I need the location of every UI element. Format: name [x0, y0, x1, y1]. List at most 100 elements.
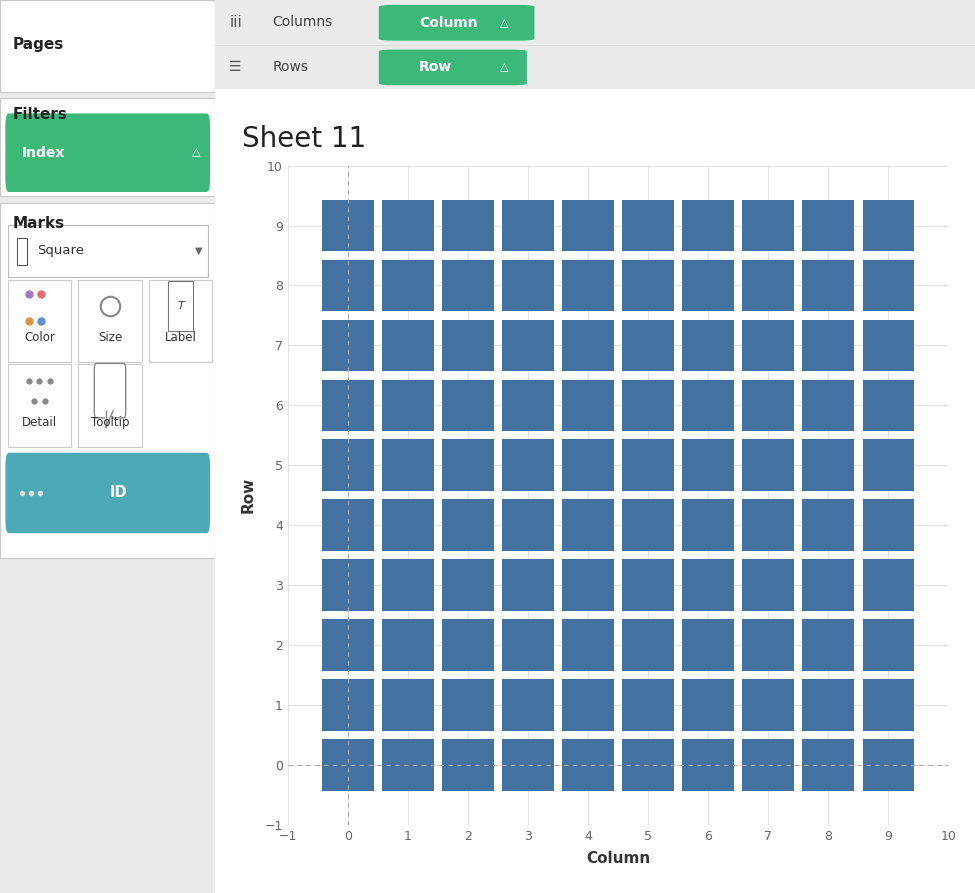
Bar: [442, 559, 493, 611]
Bar: [382, 439, 434, 491]
Bar: [442, 320, 493, 371]
Bar: [682, 200, 734, 251]
Text: Color: Color: [23, 331, 55, 344]
FancyBboxPatch shape: [378, 5, 534, 40]
Text: ID: ID: [110, 486, 128, 500]
Bar: [682, 499, 734, 551]
Bar: [563, 499, 614, 551]
FancyBboxPatch shape: [149, 280, 213, 362]
Bar: [382, 260, 434, 312]
Bar: [802, 200, 854, 251]
Bar: [622, 439, 674, 491]
Bar: [742, 559, 794, 611]
Bar: [682, 619, 734, 671]
Bar: [682, 679, 734, 730]
Bar: [18, 238, 27, 265]
FancyBboxPatch shape: [0, 98, 215, 196]
Bar: [863, 739, 915, 790]
Bar: [382, 499, 434, 551]
Bar: [802, 559, 854, 611]
Bar: [502, 619, 554, 671]
Bar: [322, 439, 373, 491]
Text: Sheet 11: Sheet 11: [242, 125, 367, 154]
Bar: [382, 200, 434, 251]
Bar: [622, 200, 674, 251]
Bar: [802, 320, 854, 371]
Bar: [382, 320, 434, 371]
Text: Label: Label: [165, 331, 197, 344]
Bar: [622, 499, 674, 551]
Bar: [742, 380, 794, 431]
Bar: [322, 619, 373, 671]
Bar: [322, 559, 373, 611]
Bar: [742, 679, 794, 730]
Bar: [322, 200, 373, 251]
Bar: [563, 200, 614, 251]
Bar: [382, 619, 434, 671]
Bar: [682, 320, 734, 371]
Bar: [322, 739, 373, 790]
Text: Detail: Detail: [21, 416, 57, 429]
Bar: [442, 619, 493, 671]
Bar: [802, 619, 854, 671]
Bar: [802, 380, 854, 431]
Bar: [382, 739, 434, 790]
Text: Marks: Marks: [13, 216, 65, 230]
Bar: [563, 679, 614, 730]
FancyBboxPatch shape: [8, 364, 71, 446]
Bar: [502, 499, 554, 551]
Bar: [622, 320, 674, 371]
Bar: [563, 739, 614, 790]
Bar: [682, 559, 734, 611]
FancyBboxPatch shape: [0, 0, 215, 92]
Bar: [322, 260, 373, 312]
Text: Row: Row: [419, 61, 452, 74]
FancyBboxPatch shape: [0, 203, 215, 558]
Bar: [622, 260, 674, 312]
Bar: [502, 260, 554, 312]
Text: Column: Column: [419, 16, 478, 29]
Bar: [742, 619, 794, 671]
Bar: [502, 739, 554, 790]
Bar: [622, 380, 674, 431]
Bar: [802, 739, 854, 790]
Bar: [622, 679, 674, 730]
Bar: [802, 260, 854, 312]
Bar: [622, 559, 674, 611]
Text: iii: iii: [229, 15, 242, 29]
Bar: [622, 619, 674, 671]
Bar: [442, 380, 493, 431]
Bar: [742, 200, 794, 251]
Text: Filters: Filters: [13, 107, 68, 121]
Bar: [682, 260, 734, 312]
Bar: [442, 439, 493, 491]
Bar: [563, 619, 614, 671]
Bar: [863, 439, 915, 491]
Text: Index: Index: [21, 146, 65, 160]
Bar: [682, 439, 734, 491]
Bar: [682, 739, 734, 790]
Text: Size: Size: [98, 331, 122, 344]
Bar: [622, 739, 674, 790]
Bar: [863, 260, 915, 312]
Bar: [863, 380, 915, 431]
Bar: [742, 260, 794, 312]
Y-axis label: Row: Row: [241, 477, 256, 513]
X-axis label: Column: Column: [586, 851, 650, 866]
Bar: [502, 380, 554, 431]
Bar: [563, 320, 614, 371]
Bar: [742, 499, 794, 551]
Bar: [682, 380, 734, 431]
Text: △: △: [499, 63, 508, 72]
FancyBboxPatch shape: [8, 225, 208, 277]
Text: T: T: [177, 301, 184, 312]
Bar: [442, 679, 493, 730]
Bar: [442, 200, 493, 251]
Bar: [502, 320, 554, 371]
Bar: [322, 679, 373, 730]
FancyBboxPatch shape: [78, 364, 141, 446]
Bar: [442, 499, 493, 551]
Bar: [802, 679, 854, 730]
Bar: [502, 439, 554, 491]
Text: Square: Square: [37, 245, 84, 257]
